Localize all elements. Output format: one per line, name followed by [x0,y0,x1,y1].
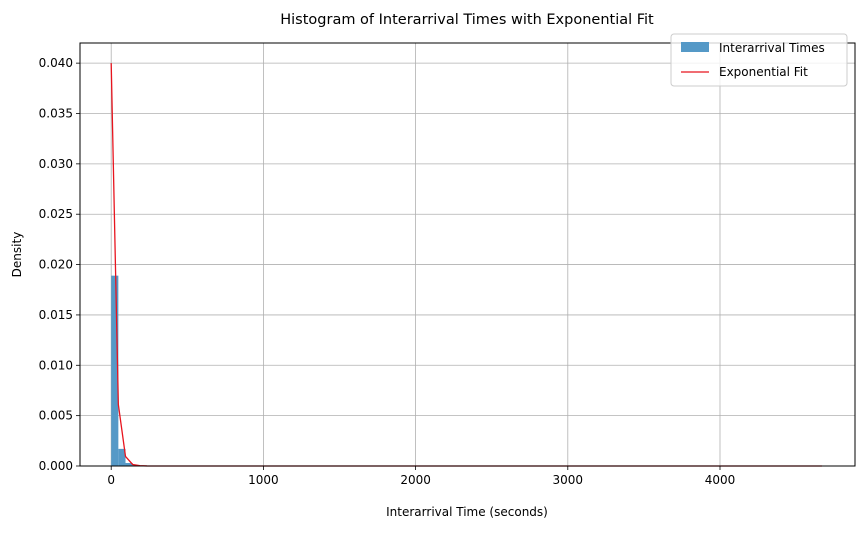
x-tick-label: 2000 [400,473,431,487]
x-tick-label: 3000 [553,473,584,487]
legend-swatch-histogram [681,42,709,52]
legend-label-fit: Exponential Fit [719,65,808,79]
y-tick-label: 0.005 [39,409,73,423]
plot-frame [79,42,856,467]
histogram-bar [111,275,119,466]
histogram-bar [125,462,133,466]
y-tick-label: 0.010 [39,358,73,372]
plot-area-background [80,43,855,466]
x-tick-label: 4000 [705,473,736,487]
histogram-bar [118,448,126,466]
x-axis-ticks: 0 1000 2000 3000 4000 [107,466,735,487]
y-tick-label: 0.035 [39,107,73,121]
y-tick-label: 0.025 [39,207,73,221]
legend: Interarrival Times Exponential Fit [670,33,848,87]
x-axis-label: Interarrival Time (seconds) [386,505,548,519]
legend-box [670,33,848,87]
y-tick-label: 0.020 [39,258,73,272]
x-tick-label: 1000 [248,473,279,487]
y-tick-label: 0.030 [39,157,73,171]
grid-lines [80,43,855,467]
y-tick-label: 0.000 [39,459,73,473]
y-axis-ticks: 0.000 0.005 0.010 0.015 0.020 0.025 0.030 0.035… [39,56,80,473]
x-tick-label: 0 [107,473,115,487]
y-axis-label: Density [10,232,24,278]
legend-label-histogram: Interarrival Times [719,41,825,55]
chart-title: Histogram of Interarrival Times with Exp… [280,12,654,28]
y-tick-label: 0.040 [39,56,73,70]
y-tick-label: 0.015 [39,308,73,322]
